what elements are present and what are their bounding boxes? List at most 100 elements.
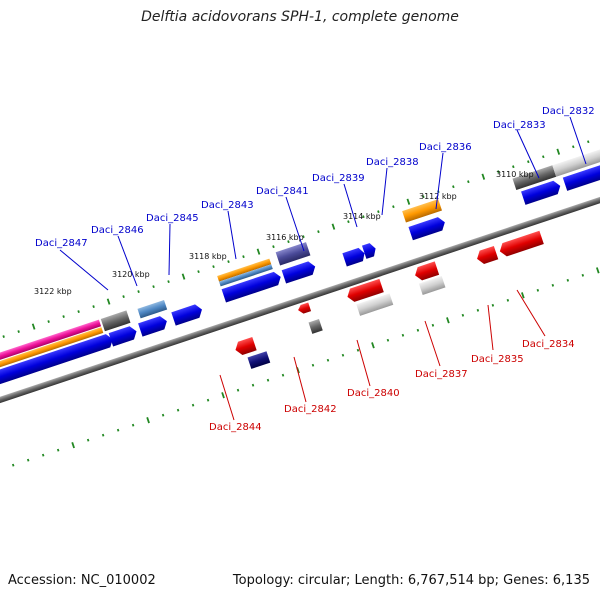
scale-tick bbox=[256, 248, 261, 255]
scale-tick bbox=[77, 310, 80, 314]
forward-slate-feature bbox=[275, 242, 311, 266]
forward-gene-arrow bbox=[521, 180, 561, 205]
scale-tick bbox=[146, 417, 150, 424]
scale-tick bbox=[476, 308, 480, 312]
gene-label-daci-2836[interactable]: Daci_2836 bbox=[419, 142, 472, 153]
forward-pink-feature bbox=[0, 319, 102, 397]
forward-steel-feature bbox=[137, 299, 168, 319]
gene-label-daci-2838[interactable]: Daci_2838 bbox=[366, 157, 419, 168]
scale-tick bbox=[491, 303, 495, 307]
scale-tick bbox=[227, 260, 230, 264]
gene-label-daci-2833[interactable]: Daci_2833 bbox=[493, 120, 546, 131]
gene-label-daci-2847[interactable]: Daci_2847 bbox=[35, 238, 88, 249]
scale-tick bbox=[221, 392, 225, 399]
scale-tick bbox=[266, 378, 270, 382]
backbone-frame bbox=[0, 121, 600, 474]
forward-light-feature bbox=[552, 121, 600, 177]
scale-tick bbox=[566, 278, 570, 282]
kbp-label: 3116 kbp bbox=[266, 233, 304, 242]
kbp-label: 3122 kbp bbox=[34, 287, 72, 296]
gene-label-daci-2842[interactable]: Daci_2842 bbox=[284, 404, 337, 415]
scale-tick bbox=[341, 353, 345, 357]
scale-tick bbox=[41, 453, 45, 457]
scale-tick bbox=[386, 338, 390, 342]
scale-tick bbox=[452, 185, 455, 189]
scale-tick bbox=[86, 438, 90, 442]
scale-tick bbox=[197, 270, 200, 274]
scale-tick bbox=[527, 160, 530, 164]
forward-gene-arrow bbox=[0, 334, 113, 419]
forward-gene-arrow bbox=[171, 304, 202, 326]
gene-label-daci-2837[interactable]: Daci_2837 bbox=[415, 369, 468, 380]
gene-label-daci-2840[interactable]: Daci_2840 bbox=[347, 388, 400, 399]
reverse-light-feature bbox=[356, 293, 394, 316]
scale-tick bbox=[551, 283, 555, 287]
gene-label-daci-2834[interactable]: Daci_2834 bbox=[522, 339, 575, 350]
scale-tick bbox=[587, 140, 590, 144]
scale-tick bbox=[356, 348, 360, 352]
reverse-gene-labels: Daci_2844 Daci_2842 Daci_2840 Daci_2837 … bbox=[209, 339, 575, 433]
forward-orange-feature bbox=[402, 199, 442, 223]
gene-label-daci-2839[interactable]: Daci_2839 bbox=[312, 173, 365, 184]
scale-tick bbox=[302, 235, 305, 239]
scale-tick bbox=[392, 205, 395, 209]
genome-backbone bbox=[0, 164, 600, 436]
scale-tick bbox=[326, 358, 330, 362]
scale-tick bbox=[47, 320, 50, 323]
kbp-label: 3118 kbp bbox=[189, 252, 227, 261]
forward-tick-row bbox=[2, 140, 590, 338]
reverse-gene-arrow bbox=[298, 302, 312, 314]
scale-tick bbox=[176, 408, 180, 412]
forward-gene-labels: Daci_2847 Daci_2846 Daci_2845 Daci_2843 … bbox=[35, 106, 595, 249]
scale-tick bbox=[311, 363, 315, 367]
scale-tick bbox=[116, 428, 120, 432]
scale-tick bbox=[377, 210, 380, 214]
reverse-gene-arrow bbox=[235, 336, 257, 356]
scale-tick bbox=[212, 265, 215, 269]
reverse-grey-feature bbox=[308, 318, 323, 334]
scale-tick bbox=[497, 170, 500, 174]
scale-tick bbox=[206, 398, 210, 402]
scale-tick bbox=[521, 292, 525, 299]
scale-tick bbox=[481, 173, 486, 180]
gene-label-daci-2835[interactable]: Daci_2835 bbox=[471, 354, 524, 365]
scale-tick bbox=[536, 288, 540, 292]
gene-label-daci-2832[interactable]: Daci_2832 bbox=[542, 106, 595, 117]
scale-tick bbox=[251, 383, 255, 387]
scale-tick bbox=[287, 240, 290, 244]
scale-tick bbox=[167, 280, 170, 284]
scale-tick bbox=[467, 180, 470, 184]
scale-tick bbox=[71, 442, 75, 449]
forward-gene-arrow bbox=[408, 217, 445, 241]
forward-gene-arrow bbox=[108, 326, 137, 347]
scale-tick bbox=[181, 273, 186, 280]
scale-tick bbox=[406, 198, 411, 205]
scale-tick bbox=[371, 342, 375, 349]
gene-label-daci-2844[interactable]: Daci_2844 bbox=[209, 422, 262, 433]
forward-orange-feature bbox=[217, 258, 272, 282]
genome-summary: Topology: circular; Length: 6,767,514 bp… bbox=[232, 573, 590, 588]
scale-tick bbox=[362, 215, 365, 219]
reverse-navy-feature bbox=[247, 351, 271, 369]
forward-orange-feature bbox=[0, 327, 104, 404]
scale-tick bbox=[106, 298, 111, 305]
forward-steel-feature bbox=[219, 264, 273, 287]
scale-tick bbox=[446, 317, 450, 324]
scale-tick bbox=[506, 298, 510, 302]
scale-tick bbox=[131, 423, 135, 427]
gene-label-daci-2843[interactable]: Daci_2843 bbox=[201, 200, 254, 211]
scale-tick bbox=[92, 305, 95, 309]
scale-tick bbox=[122, 295, 125, 299]
gene-label-daci-2841[interactable]: Daci_2841 bbox=[256, 186, 309, 197]
scale-tick bbox=[572, 145, 575, 149]
scale-tick bbox=[101, 433, 105, 437]
kbp-label: 3114 kbp bbox=[343, 212, 381, 221]
reverse-light-feature bbox=[418, 275, 446, 295]
gene-label-daci-2845[interactable]: Daci_2845 bbox=[146, 213, 199, 224]
scale-tick bbox=[331, 223, 336, 230]
gene-label-daci-2846[interactable]: Daci_2846 bbox=[91, 225, 144, 236]
scale-tick bbox=[581, 273, 585, 277]
scale-tick bbox=[281, 373, 285, 377]
kbp-label: 3110 kbp bbox=[496, 170, 534, 179]
